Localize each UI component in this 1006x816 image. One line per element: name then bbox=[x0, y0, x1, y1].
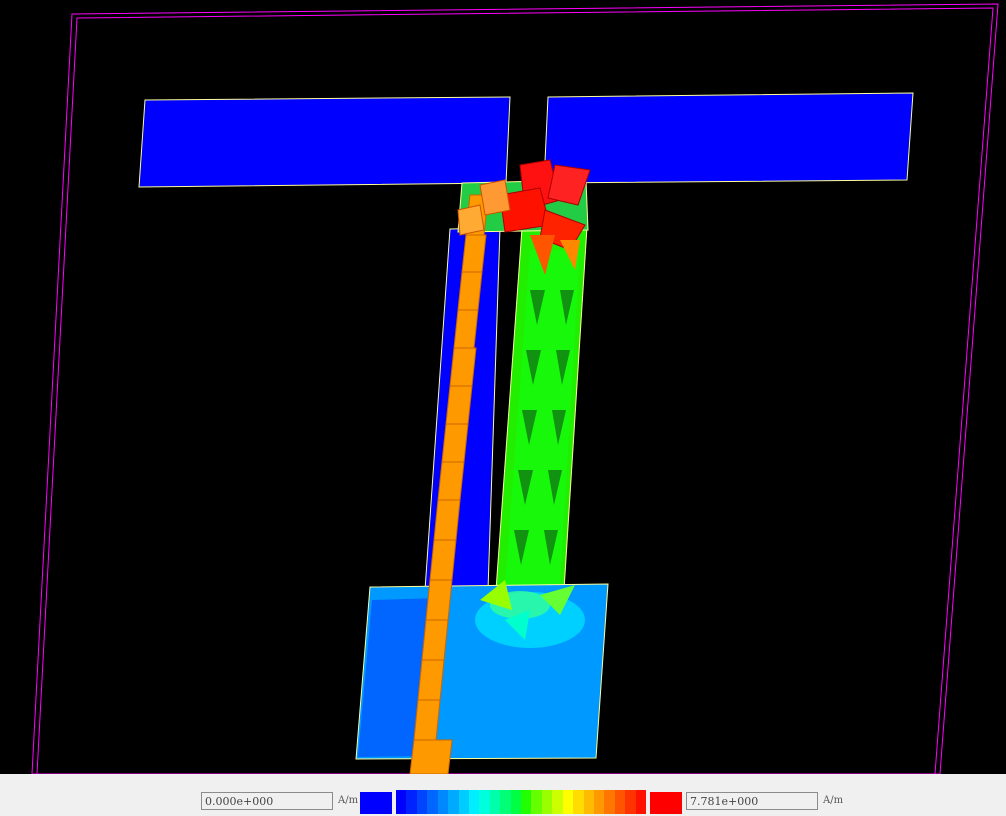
ramp-step bbox=[416, 790, 428, 814]
field-viewport[interactable] bbox=[0, 0, 1006, 774]
max-value-field[interactable]: 7.781e+000 bbox=[686, 792, 818, 810]
ramp-step bbox=[489, 790, 501, 814]
peak-hotspot-arrows bbox=[457, 159, 591, 275]
min-unit-label: A/m bbox=[338, 795, 359, 806]
max-unit-label: A/m bbox=[823, 795, 844, 806]
left-current-arrows bbox=[409, 194, 489, 774]
ramp-step bbox=[583, 790, 595, 814]
ramp-step bbox=[604, 790, 615, 814]
field-plot bbox=[31, 3, 999, 774]
ramp-step bbox=[573, 790, 584, 814]
pad-arrows bbox=[480, 580, 575, 640]
ramp-step bbox=[531, 790, 542, 814]
ramp-step bbox=[562, 790, 574, 814]
right-current-arrows bbox=[514, 290, 574, 565]
ramp-step bbox=[594, 790, 605, 814]
ramp-step bbox=[427, 790, 438, 814]
ramp-step bbox=[635, 790, 647, 814]
color-legend: 0.000e+000 A/m 7.781e+000 A/m bbox=[0, 774, 1006, 816]
max-color-swatch[interactable] bbox=[650, 792, 682, 814]
ramp-step bbox=[437, 790, 449, 814]
ramp-step bbox=[625, 790, 636, 814]
ramp-step bbox=[396, 790, 407, 814]
ramp-step bbox=[406, 790, 417, 814]
ramp-step bbox=[458, 790, 469, 814]
right-arm-plate bbox=[543, 92, 914, 184]
ramp-step bbox=[614, 790, 626, 814]
min-color-swatch[interactable] bbox=[360, 792, 392, 814]
left-arm-plate bbox=[138, 96, 511, 188]
ramp-step bbox=[448, 790, 459, 814]
right-feed-highlight bbox=[505, 250, 580, 585]
ramp-step bbox=[552, 790, 563, 814]
boundary-box bbox=[31, 3, 999, 774]
boundary-box-inner bbox=[36, 7, 994, 774]
min-value-field[interactable]: 0.000e+000 bbox=[201, 792, 333, 810]
ramp-step bbox=[521, 790, 532, 814]
ramp-step bbox=[510, 790, 522, 814]
ramp-step bbox=[468, 790, 480, 814]
ramp-step bbox=[541, 790, 553, 814]
ramp-step bbox=[479, 790, 490, 814]
color-ramp bbox=[396, 790, 647, 814]
ramp-step bbox=[500, 790, 511, 814]
